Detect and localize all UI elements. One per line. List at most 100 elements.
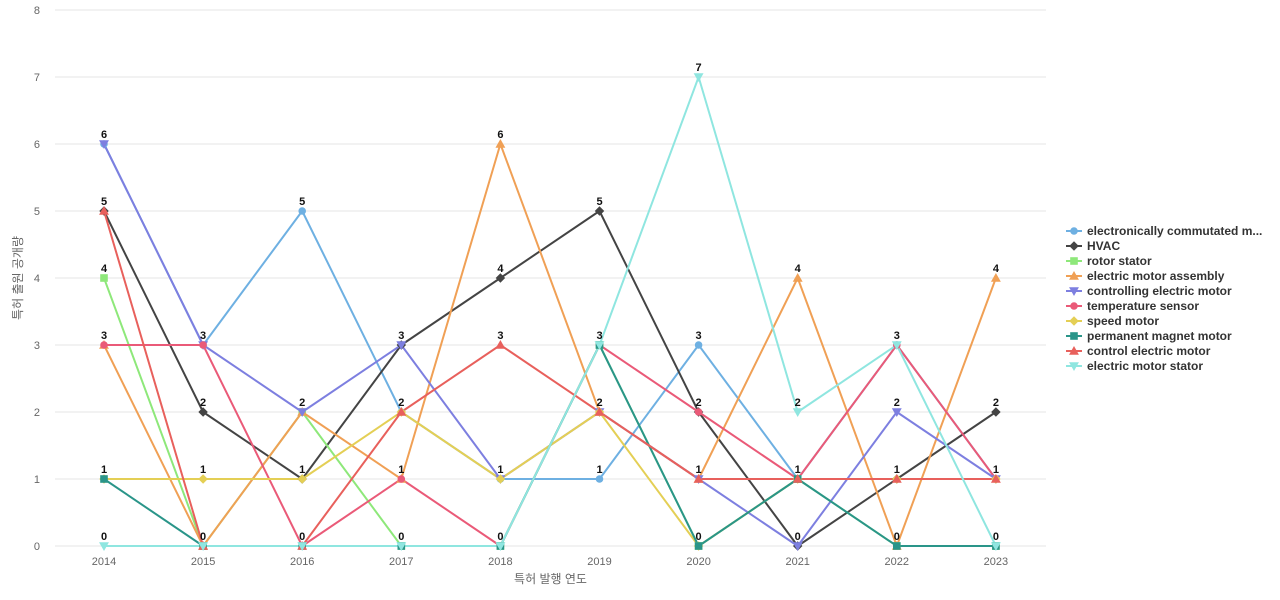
series-point-9: [594, 341, 605, 350]
data-label: 1: [101, 464, 107, 476]
legend-item[interactable]: speed motor: [1066, 314, 1159, 328]
y-tick-label: 2: [34, 407, 40, 419]
series-point-6: [198, 474, 208, 484]
data-label: 2: [795, 397, 801, 409]
data-label: 3: [101, 330, 107, 342]
series-point-8: [594, 407, 605, 416]
legend-item[interactable]: temperature sensor: [1066, 299, 1199, 313]
series-point-3: [495, 139, 506, 148]
x-tick-label: 2016: [290, 556, 314, 568]
series-point-9: [297, 542, 308, 551]
series-point-4: [396, 341, 407, 350]
data-label: 5: [101, 196, 107, 208]
series-point-4: [792, 542, 803, 551]
series-point-9: [891, 341, 902, 350]
data-label: 4: [993, 263, 1000, 275]
legend-label: rotor stator: [1087, 254, 1152, 268]
y-tick-label: 1: [34, 474, 40, 486]
legend-label: temperature sensor: [1087, 299, 1199, 313]
y-tick-label: 6: [34, 139, 40, 151]
data-label: 2: [596, 397, 602, 409]
series-point-2: [100, 274, 108, 282]
legend[interactable]: electronically commutated m...HVACrotor …: [1066, 224, 1262, 373]
data-label: 3: [596, 330, 602, 342]
data-label: 1: [696, 464, 702, 476]
series-point-1: [594, 206, 605, 216]
legend-item[interactable]: electronically commutated m...: [1066, 224, 1262, 238]
data-label: 2: [696, 397, 702, 409]
series-point-1: [198, 407, 208, 417]
series-point-8: [693, 474, 704, 483]
data-label: 2: [894, 397, 900, 409]
series-markers: [99, 73, 1001, 551]
data-label: 0: [101, 531, 107, 543]
x-tick-label: 2023: [984, 556, 1008, 568]
legend-item[interactable]: permanent magnet motor: [1066, 329, 1232, 343]
data-label: 6: [497, 129, 503, 141]
x-tick-label: 2019: [587, 556, 611, 568]
data-label: 1: [497, 464, 503, 476]
data-label: 1: [398, 464, 404, 476]
y-tick-label: 4: [34, 273, 40, 285]
x-tick-label: 2020: [686, 556, 710, 568]
series-point-8: [891, 474, 902, 483]
data-label: 1: [795, 464, 801, 476]
legend-marker: [1069, 241, 1079, 251]
legend-label: permanent magnet motor: [1087, 329, 1232, 343]
data-label: 3: [398, 330, 404, 342]
legend-item[interactable]: HVAC: [1066, 239, 1120, 253]
series-point-9: [693, 73, 704, 82]
x-tick-label: 2021: [785, 556, 809, 568]
series-point-0: [694, 341, 703, 349]
data-label: 2: [200, 397, 206, 409]
data-label: 0: [696, 531, 702, 543]
series-point-3: [792, 273, 803, 282]
data-label: 0: [993, 531, 999, 543]
data-labels: 6 5 4 3 1 0 3 2 1 0 5 2 1 0 3 2 1 0 6 4 3 1 0 5 3 2 1 7 3 2 1 0 4 2 1 0 3 2 1 0…: [101, 62, 1000, 543]
series-point-0: [595, 475, 604, 483]
series-point-7: [893, 542, 901, 550]
data-label: 3: [497, 330, 503, 342]
series-point-9: [990, 542, 1001, 551]
legend-marker: [1069, 346, 1079, 355]
legend-item[interactable]: electric motor assembly: [1066, 269, 1225, 283]
legend-marker: [1069, 287, 1079, 296]
series-point-9: [99, 542, 109, 551]
series-point-8: [99, 206, 109, 215]
data-label: 1: [200, 464, 206, 476]
data-label: 1: [894, 464, 900, 476]
legend-item[interactable]: control electric motor: [1066, 344, 1211, 358]
series-point-8: [396, 407, 407, 416]
series-point-5: [397, 475, 406, 483]
series-lines: [103, 76, 997, 547]
legend-marker: [1070, 257, 1078, 265]
legend-label: controlling electric motor: [1087, 284, 1232, 298]
x-tick-label: 2018: [488, 556, 512, 568]
data-label: 4: [101, 263, 108, 275]
data-label: 2: [398, 397, 404, 409]
y-tick-label: 3: [34, 340, 40, 352]
series-point-3: [990, 273, 1001, 282]
data-label: 3: [200, 330, 206, 342]
legend-item[interactable]: electric motor stator: [1066, 359, 1203, 373]
legend-marker: [1070, 332, 1078, 340]
legend-item[interactable]: controlling electric motor: [1066, 284, 1232, 298]
legend-marker: [1069, 316, 1079, 326]
data-label: 0: [299, 531, 305, 543]
data-label: 3: [894, 330, 900, 342]
legend-item[interactable]: rotor stator: [1066, 254, 1152, 268]
data-label: 0: [398, 531, 404, 543]
legend-marker: [1070, 302, 1078, 310]
legend-label: electric motor stator: [1087, 359, 1203, 373]
series-point-7: [694, 542, 703, 550]
data-label: 6: [101, 129, 107, 141]
y-axis-title: 특허 출원 공개량: [11, 236, 25, 320]
series-point-1: [991, 407, 1001, 417]
series-line-9: [104, 76, 997, 547]
data-label: 1: [596, 464, 602, 476]
legend-label: electric motor assembly: [1087, 269, 1225, 283]
series-point-5: [694, 408, 703, 416]
